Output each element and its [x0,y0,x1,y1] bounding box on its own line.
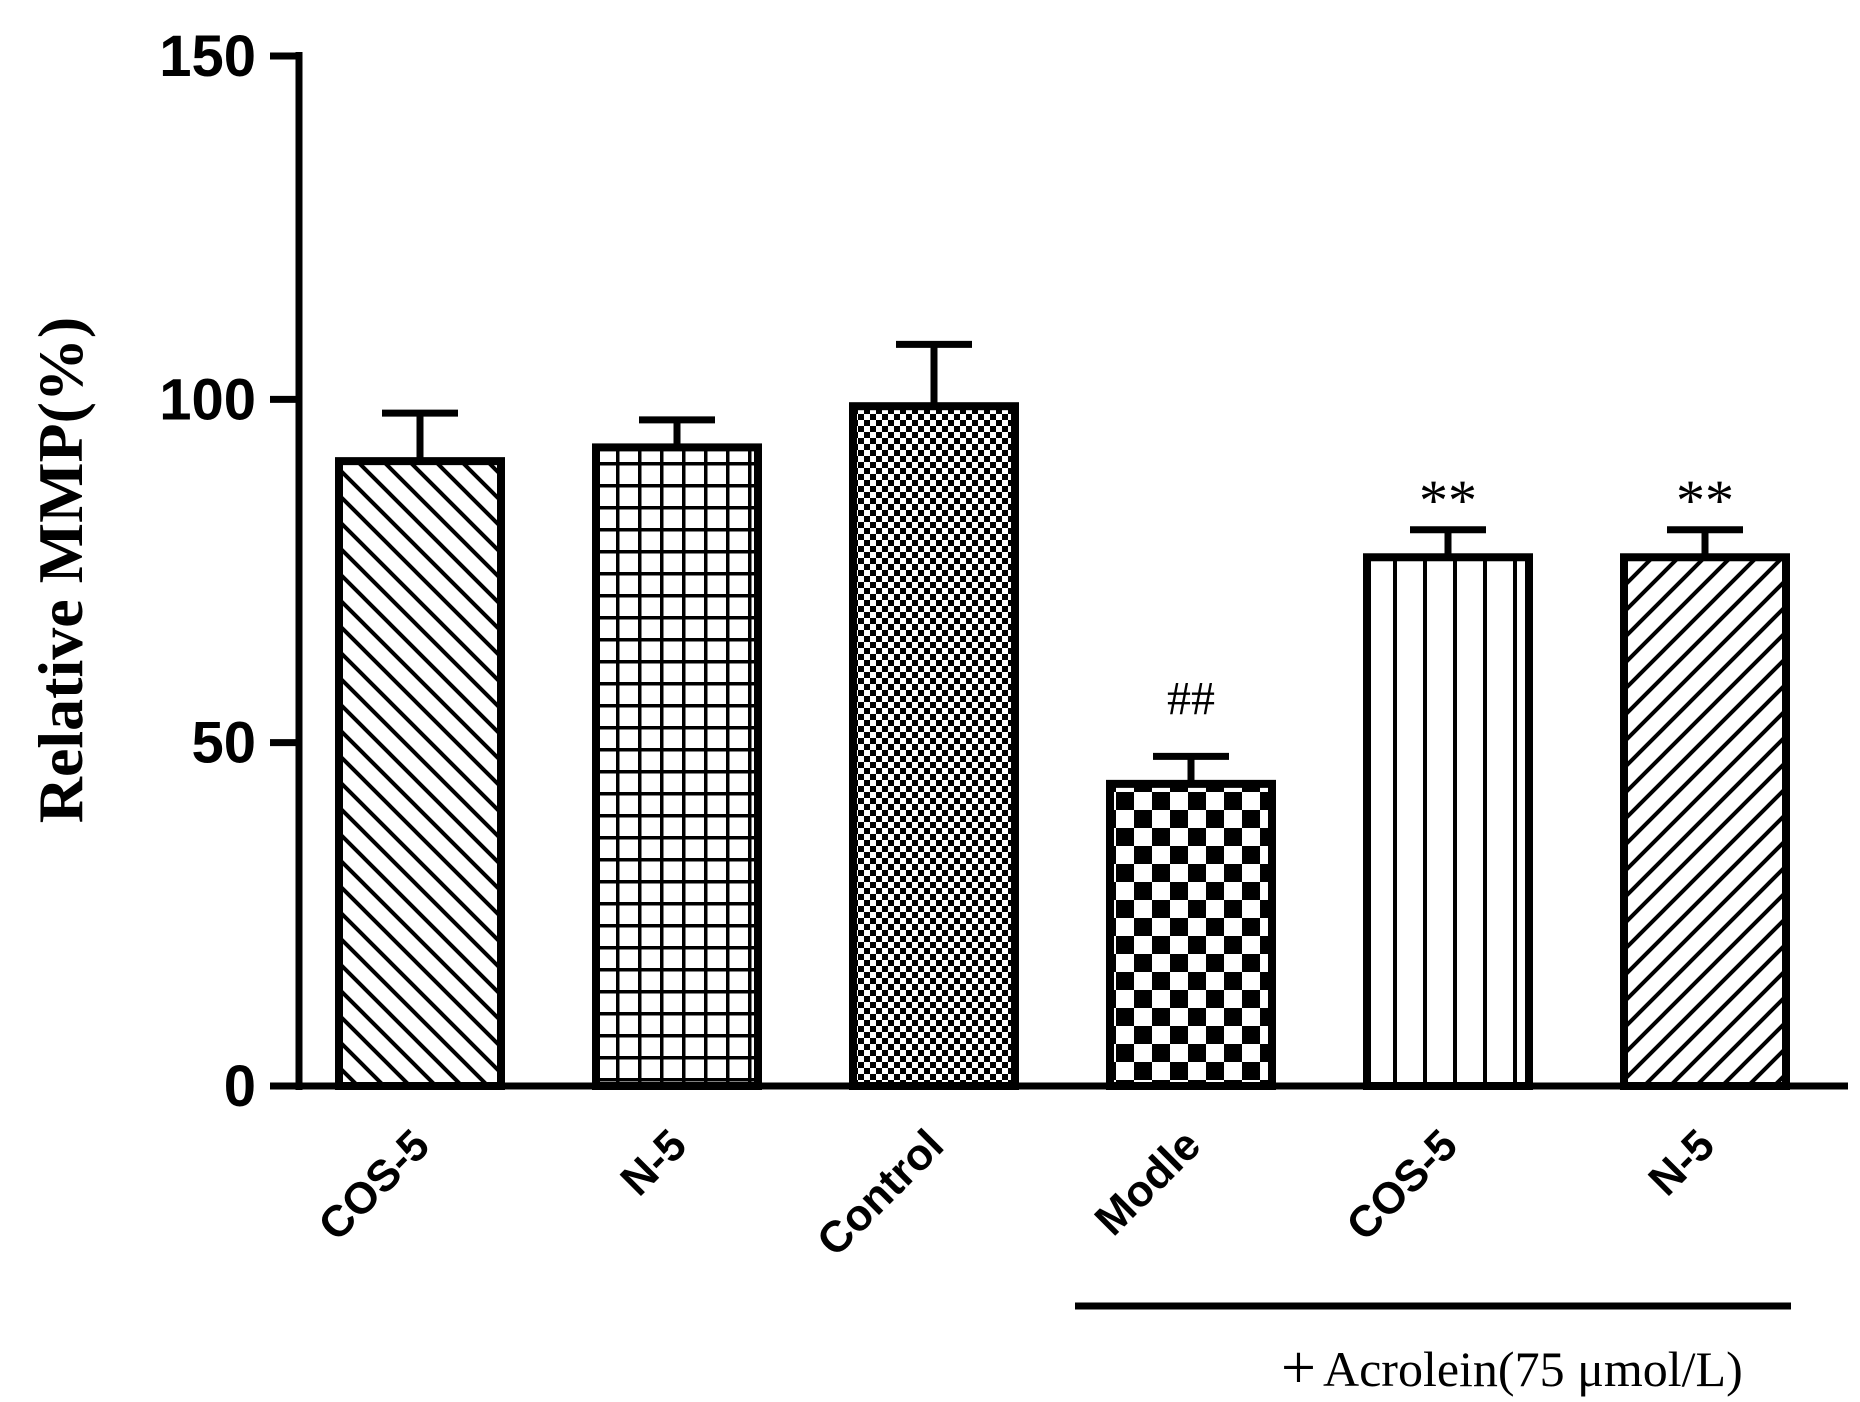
category-label: Modle [1086,1120,1211,1245]
category-label: COS-5 [1337,1120,1467,1250]
acrolein-group-bracket: + Acrolein(75 μmol/L) [1075,1302,1791,1402]
y-tick-label: 150 [159,24,256,89]
significance-marker: ## [1167,672,1215,725]
bar [592,443,762,1090]
category-label: Control [808,1120,953,1265]
y-axis-label: Relative MMP(%) [25,317,96,823]
bar [335,457,505,1090]
y-tick-label: 100 [159,367,256,432]
category-label: N-5 [611,1120,696,1205]
bracket-label: Acrolein(75 μmol/L) [1323,1341,1743,1397]
bracket-plus-sign: + [1281,1334,1316,1402]
category-label: COS-5 [309,1120,439,1250]
y-tick-label: 0 [224,1054,256,1119]
bar [1620,553,1790,1090]
bar [849,402,1019,1090]
bar [1363,553,1533,1090]
y-tick-label: 50 [191,711,256,776]
significance-marker: ** [1419,468,1477,533]
significance-marker: ** [1676,468,1734,533]
bar [1106,779,1276,1090]
category-label: N-5 [1639,1120,1724,1205]
